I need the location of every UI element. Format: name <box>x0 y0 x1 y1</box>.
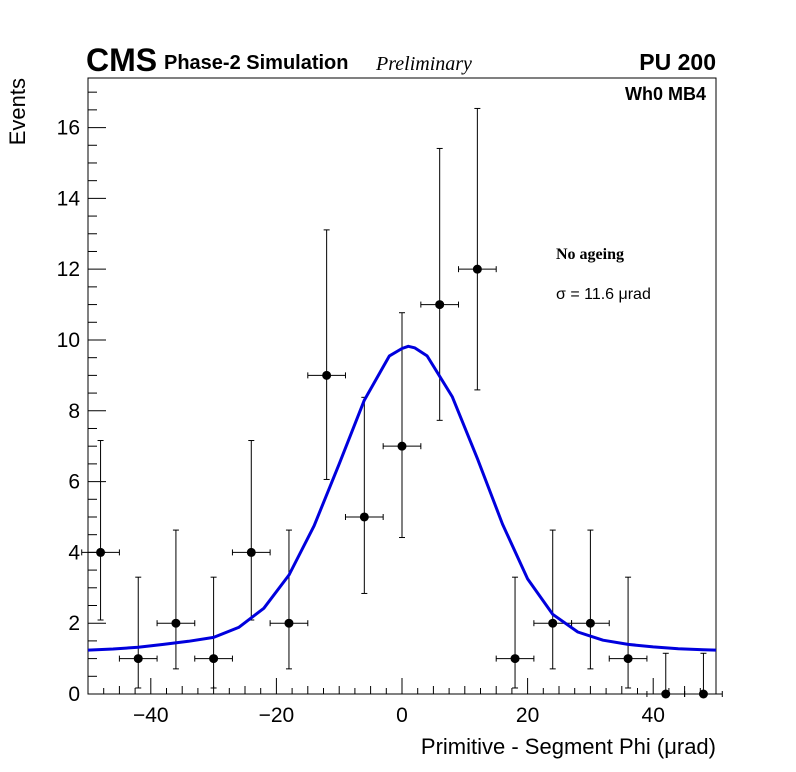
data-point <box>307 229 346 480</box>
data-point <box>344 396 384 594</box>
data-point <box>646 652 686 699</box>
y-axis-title: Events <box>5 78 30 145</box>
data-point <box>81 440 120 621</box>
marker <box>359 512 369 522</box>
status-label: Preliminary <box>375 53 472 75</box>
pileup-label: PU 200 <box>639 49 716 75</box>
marker <box>209 654 219 664</box>
data-points <box>81 107 723 699</box>
data-point <box>420 147 460 421</box>
marker <box>472 264 482 274</box>
y-tick-label: 10 <box>57 329 80 352</box>
y-tick-label: 6 <box>68 471 80 494</box>
y-tick-label: 4 <box>68 541 80 564</box>
marker <box>661 689 671 699</box>
data-point <box>194 576 233 689</box>
marker <box>698 689 708 699</box>
data-point <box>533 529 573 670</box>
data-point <box>231 440 271 621</box>
data-point <box>269 529 309 670</box>
axis-ticks: −40 −20 0 20 40 0 2 4 6 8 10 12 14 16 <box>57 91 717 727</box>
marker <box>548 618 558 628</box>
y-tick-label: 8 <box>68 400 80 423</box>
marker <box>171 618 181 628</box>
x-axis-title: Primitive - Segment Phi (μrad) <box>421 734 716 759</box>
x-tick-label: 0 <box>396 704 408 727</box>
x-tick-label: 40 <box>642 704 665 727</box>
marker <box>585 618 595 628</box>
data-point <box>571 529 610 670</box>
x-tick-label: 20 <box>516 704 539 727</box>
data-point <box>495 576 535 689</box>
simulation-label: Phase-2 Simulation <box>164 52 349 74</box>
data-point <box>118 576 158 689</box>
data-point <box>156 529 196 670</box>
marker <box>510 654 520 664</box>
marker <box>322 370 332 380</box>
marker <box>397 441 407 451</box>
data-point <box>684 652 723 699</box>
data-point <box>608 576 648 689</box>
x-tick-label: −40 <box>133 704 169 727</box>
experiment-label: CMS <box>86 42 157 78</box>
data-point <box>458 107 497 391</box>
marker <box>623 654 633 664</box>
y-tick-label: 0 <box>68 683 80 706</box>
sigma-label: σ = 11.6 μrad <box>556 286 651 303</box>
marker <box>246 547 256 557</box>
y-tick-label: 12 <box>57 258 80 281</box>
marker <box>133 654 143 664</box>
fit-line <box>87 344 717 652</box>
chamber-label: Wh0 MB4 <box>625 84 706 104</box>
marker <box>284 618 294 628</box>
condition-label: No ageing <box>556 246 624 263</box>
marker <box>96 547 106 557</box>
y-tick-label: 2 <box>68 612 80 635</box>
y-tick-label: 14 <box>57 187 81 210</box>
x-tick-label: −20 <box>259 704 295 727</box>
y-tick-label: 16 <box>57 117 80 140</box>
marker <box>435 300 445 310</box>
fit-curve <box>87 344 717 652</box>
